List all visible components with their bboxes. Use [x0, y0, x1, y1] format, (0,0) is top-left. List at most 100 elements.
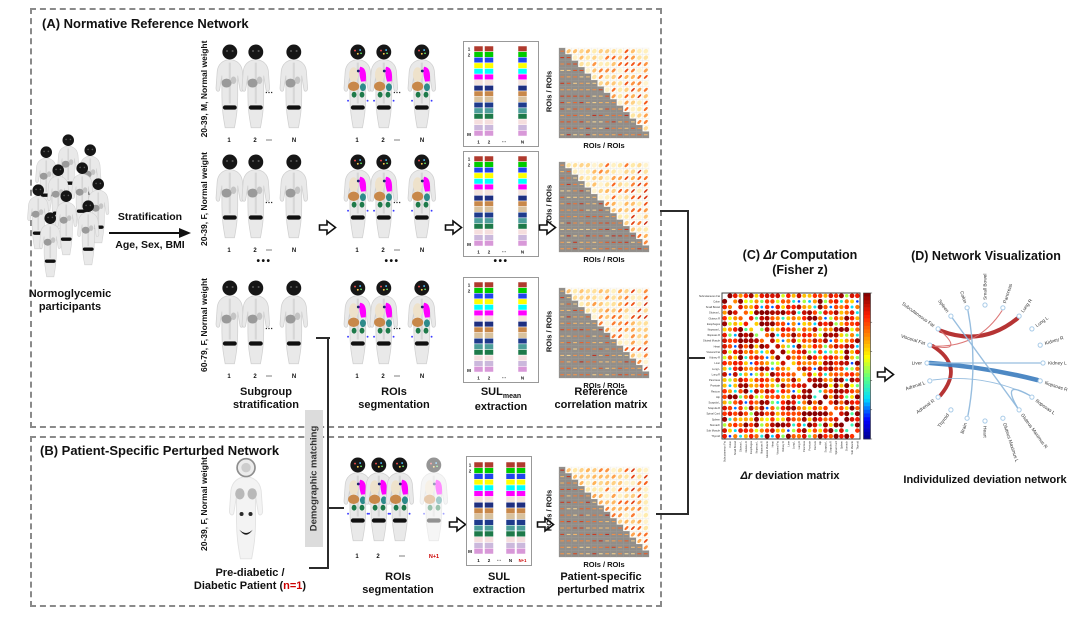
svg-text:1: 1 — [468, 283, 471, 288]
svg-text:1: 1 — [355, 554, 359, 560]
sul-caption-b: SUL extraction — [457, 571, 541, 597]
demographic-matching-label: Demographic matching — [308, 425, 320, 532]
arrow-sul-to-matrix-b — [536, 516, 555, 533]
panel-c-title-line1: (C) Δr Computation — [742, 248, 858, 262]
panel-d-title: (D) Network Visualization — [911, 249, 1061, 263]
svg-text:⋯: ⋯ — [394, 138, 400, 144]
svg-text:N: N — [521, 250, 524, 255]
svg-text:Iliopsoas R: Iliopsoas R — [1044, 380, 1069, 393]
svg-text:2: 2 — [253, 248, 257, 254]
svg-text:Iliopsoas L: Iliopsoas L — [1034, 398, 1056, 417]
svg-text:Liver: Liver — [786, 441, 790, 447]
participants-crowd-illustration — [27, 134, 110, 278]
reference-corr-matrix-3 — [558, 287, 650, 379]
svg-text:Sub Muscle: Sub Muscle — [706, 429, 720, 433]
svg-text:Scapula L: Scapula L — [823, 440, 827, 452]
svg-text:N+1: N+1 — [429, 554, 439, 560]
arrow-c-to-d — [876, 366, 895, 383]
svg-text:2: 2 — [488, 140, 491, 145]
svg-text:⋯: ⋯ — [265, 88, 273, 97]
svg-text:Spleen: Spleen — [712, 417, 721, 421]
svg-text:⋯: ⋯ — [502, 250, 507, 255]
svg-text:Heart: Heart — [981, 426, 987, 438]
svg-text:Brain: Brain — [960, 422, 969, 435]
svg-text:Lung L: Lung L — [1035, 315, 1051, 329]
svg-text:2: 2 — [381, 138, 385, 144]
svg-text:⋯: ⋯ — [399, 554, 405, 560]
panel-a-box — [30, 8, 662, 428]
svg-text:N: N — [420, 138, 424, 144]
bracket-c-vertical — [687, 210, 689, 515]
svg-text:1: 1 — [227, 138, 231, 144]
svg-text:2: 2 — [381, 248, 385, 254]
svg-text:1: 1 — [355, 138, 359, 144]
svg-text:⋯: ⋯ — [266, 374, 272, 380]
arrow-rois-to-sul-b — [448, 516, 467, 533]
svg-text:Kidney L: Kidney L — [1048, 361, 1067, 367]
perturbed-matrix-xaxis-label: ROIs / ROIs — [583, 560, 625, 569]
subgroup-bodies-row-3: ⋯ 1 2 ⋯ N — [215, 280, 308, 380]
svg-text:Lung L: Lung L — [792, 440, 796, 448]
svg-text:2: 2 — [488, 250, 491, 255]
svg-text:Prostate: Prostate — [710, 384, 720, 388]
stratification-criteria-label: Age, Sex, BMI — [115, 239, 185, 251]
svg-text:1: 1 — [227, 374, 231, 380]
rois-caption-line2: segmentation — [358, 398, 430, 411]
subgroup-caption-line2: stratification — [232, 398, 299, 411]
svg-text:Spinal Cord: Spinal Cord — [706, 412, 720, 416]
svg-text:Subcutaneous Fat: Subcutaneous Fat — [900, 301, 936, 329]
svg-text:N: N — [292, 374, 296, 380]
svg-text:⋯: ⋯ — [393, 198, 401, 207]
rois-caption-b: ROIs segmentation — [346, 571, 450, 597]
perturbed-matrix-yaxis-label: ROIs / ROIs — [544, 489, 554, 532]
svg-text:2: 2 — [468, 163, 471, 168]
sul-caption-line1: SULmean — [480, 386, 522, 401]
svg-text:Scapula L: Scapula L — [708, 401, 720, 405]
rois-caption-line1: ROIs — [381, 386, 407, 398]
patient-caption-line1: Pre-diabetic / — [215, 567, 285, 579]
svg-text:1: 1 — [477, 140, 480, 145]
svg-text:M: M — [467, 132, 471, 137]
bracket-c-mid — [689, 357, 705, 359]
svg-text:Pancreas: Pancreas — [709, 378, 721, 382]
svg-text:Kidney R: Kidney R — [1044, 335, 1065, 347]
svg-text:Hip: Hip — [818, 440, 822, 444]
bracket-b-bottom — [309, 567, 329, 569]
svg-text:2: 2 — [376, 554, 380, 560]
svg-text:Gluteus R: Gluteus R — [708, 316, 720, 320]
svg-text:Colon: Colon — [728, 440, 732, 447]
patient-caption: Pre-diabetic / Diabetic Patient (n=1) — [180, 567, 320, 593]
svg-text:Gluteus R: Gluteus R — [744, 441, 748, 453]
svg-text:1: 1 — [355, 248, 359, 254]
panel-b-box — [30, 436, 662, 607]
network-caption: Individulized deviation network — [903, 474, 1067, 486]
rois-ellipsis: ••• — [384, 256, 400, 267]
svg-text:Visceral Fat: Visceral Fat — [776, 441, 780, 455]
panel-a-title: (A) Normative Reference Network — [42, 16, 249, 31]
svg-text:N: N — [292, 248, 296, 254]
svg-text:M: M — [467, 368, 471, 373]
svg-text:Gluteal Muscle: Gluteal Muscle — [703, 339, 721, 343]
svg-text:Thyroid: Thyroid — [711, 434, 720, 438]
svg-text:N: N — [509, 558, 512, 563]
sul-caption-b-line1: SUL — [488, 571, 510, 583]
bracket-b-vertical — [327, 337, 329, 569]
svg-text:1: 1 — [355, 374, 359, 380]
rois-bodies-row-2: ⋯ 1 2 ⋯ N — [343, 154, 436, 254]
svg-text:N: N — [521, 140, 524, 145]
corr-matrix-1-xaxis-label: ROIs / ROIs — [583, 141, 625, 150]
svg-text:Hip: Hip — [716, 395, 720, 399]
subgroup-bodies-row-1: ⋯ 1 2 ⋯ N — [215, 44, 308, 144]
svg-text:Sub Muscle: Sub Muscle — [850, 440, 854, 454]
rois-caption-b-line2: segmentation — [362, 583, 434, 596]
svg-text:⋯: ⋯ — [265, 198, 273, 207]
panel-b-title: (B) Patient-Specific Perturbed Network — [40, 443, 280, 458]
sul-caption: SULmean extraction — [459, 386, 543, 414]
svg-text:Colon: Colon — [713, 299, 720, 303]
corr-matrix-2-xaxis-label: ROIs / ROIs — [583, 255, 625, 264]
svg-text:⋯: ⋯ — [393, 324, 401, 333]
